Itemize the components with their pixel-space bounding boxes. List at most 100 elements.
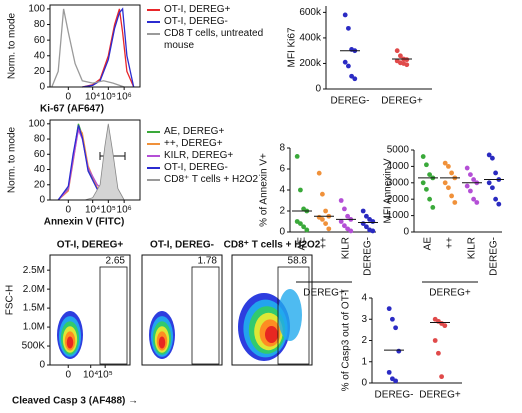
x-tick-label: DEREG+ [419, 390, 461, 401]
group-label: DEREG+ [303, 288, 345, 299]
data-point [393, 325, 398, 331]
data-point [342, 59, 348, 65]
gate [191, 266, 220, 365]
y-tick-label: 80 [34, 19, 46, 30]
y-tick-label: 0 [39, 195, 45, 206]
data-point [338, 219, 344, 224]
y-tick-label: 4 [361, 293, 367, 304]
data-point [393, 378, 398, 384]
data-point [471, 196, 476, 202]
data-point [348, 228, 354, 234]
plot-frame [49, 254, 131, 366]
x-tick-label: ++ [445, 237, 456, 249]
legend-label: CD8 T cells, untreated mouse [164, 28, 264, 51]
x-tick-label: KILR [467, 237, 478, 259]
data-point [424, 162, 429, 168]
y-tick-label: 1000 [387, 210, 410, 221]
y-tick-label: 100 [28, 118, 45, 129]
plot-frame [49, 119, 141, 201]
legend-swatch [147, 9, 160, 11]
y-tick-label: 60 [34, 149, 46, 160]
data-point [442, 180, 448, 186]
y-tick-label: 3 [361, 314, 367, 325]
data-point [360, 208, 366, 214]
x-tick-label: 10⁴ [83, 370, 98, 381]
data-point [326, 226, 332, 232]
data-point [323, 221, 328, 227]
y-tick-label: 1 [361, 356, 367, 367]
x-tick-label: AE [297, 237, 308, 251]
legend-label: ++, DEREG+ [164, 138, 223, 149]
data-point [364, 224, 369, 230]
data-point [420, 180, 426, 186]
y-axis-label: Norm. to mode [7, 12, 18, 79]
data-point [394, 48, 400, 54]
data-point [386, 306, 392, 312]
y-tick-label: 5000 [387, 145, 410, 156]
legend-entry: OT-I, DEREG+ [147, 4, 267, 16]
data-point [370, 228, 376, 234]
y-tick-label: 80 [34, 134, 46, 145]
data-point [493, 196, 498, 202]
data-point [446, 164, 451, 169]
y-tick-label: 0 [39, 82, 45, 93]
histogram-curve [84, 123, 125, 201]
group-label: DEREG+ [429, 288, 471, 299]
data-point [490, 185, 495, 191]
x-tick-label: DEREG+ [381, 96, 423, 107]
histogram-curve [82, 7, 135, 88]
data-point [298, 221, 303, 227]
x-axis-label: Ki-67 (AF647) [40, 104, 104, 115]
x-tick-label: ++ [319, 237, 330, 249]
data-point [424, 186, 429, 192]
data-point [364, 213, 369, 219]
legend-label: OT-I, DEREG+ [164, 4, 231, 15]
data-point [390, 316, 395, 322]
data-point [464, 165, 470, 171]
data-point [449, 193, 454, 199]
x-tick-label: 0 [65, 370, 71, 381]
y-tick-label: 0 [39, 360, 45, 371]
gate [99, 266, 128, 365]
legend-entry: CD8 T cells, untreated mouse [147, 28, 267, 52]
data-point [420, 154, 426, 159]
data-point [432, 338, 438, 343]
plot-frame [49, 4, 141, 88]
legend-label: CD8⁺ T cells + H2O2 [164, 174, 259, 185]
y-tick-label: 6 [279, 164, 285, 175]
y-tick-label: 8 [279, 143, 285, 154]
x-tick-label: 10⁵ [101, 92, 116, 103]
x-tick-label: 10⁶ [117, 92, 132, 103]
data-point [490, 155, 495, 161]
data-point [427, 196, 432, 202]
legend-box: AE, DEREG+ ++, DEREG+ KILR, DEREG+ OT-I, DE… [147, 126, 267, 186]
y-axis-label: % of Casp3 out of OT-I [341, 290, 352, 392]
plot-title: OT-I, DEREG+ [57, 240, 124, 251]
y-tick-label: 0 [315, 84, 321, 95]
y-tick-label: 2.5M [23, 265, 45, 276]
y-tick-label: 0 [403, 227, 409, 238]
legend-entry: OT-I, DEREG- [147, 16, 267, 28]
x-axis-label: Annexin V (FITC) [44, 217, 125, 228]
data-point [342, 223, 347, 229]
data-point [468, 188, 473, 194]
legend-swatch [147, 179, 160, 181]
y-tick-label: 1.5M [23, 303, 45, 314]
x-tick-label: 10⁴ [85, 92, 100, 103]
legend-label: OT-I, DEREG- [164, 162, 228, 173]
histogram-curve [51, 8, 125, 88]
plot-frame [231, 254, 313, 366]
y-tick-label: 400k [299, 33, 322, 44]
y-tick-label: 2000 [387, 194, 410, 205]
data-point [349, 73, 354, 79]
data-point [436, 350, 441, 356]
data-point [452, 200, 458, 205]
plot-title: OT-I, DEREG- [150, 240, 214, 251]
data-point [471, 177, 476, 182]
legend-swatch [147, 131, 160, 133]
density-contour [278, 289, 302, 341]
y-tick-label: 60 [34, 35, 46, 46]
x-tick-label: 10⁵ [98, 370, 113, 381]
y-tick-label: 4000 [387, 161, 410, 172]
